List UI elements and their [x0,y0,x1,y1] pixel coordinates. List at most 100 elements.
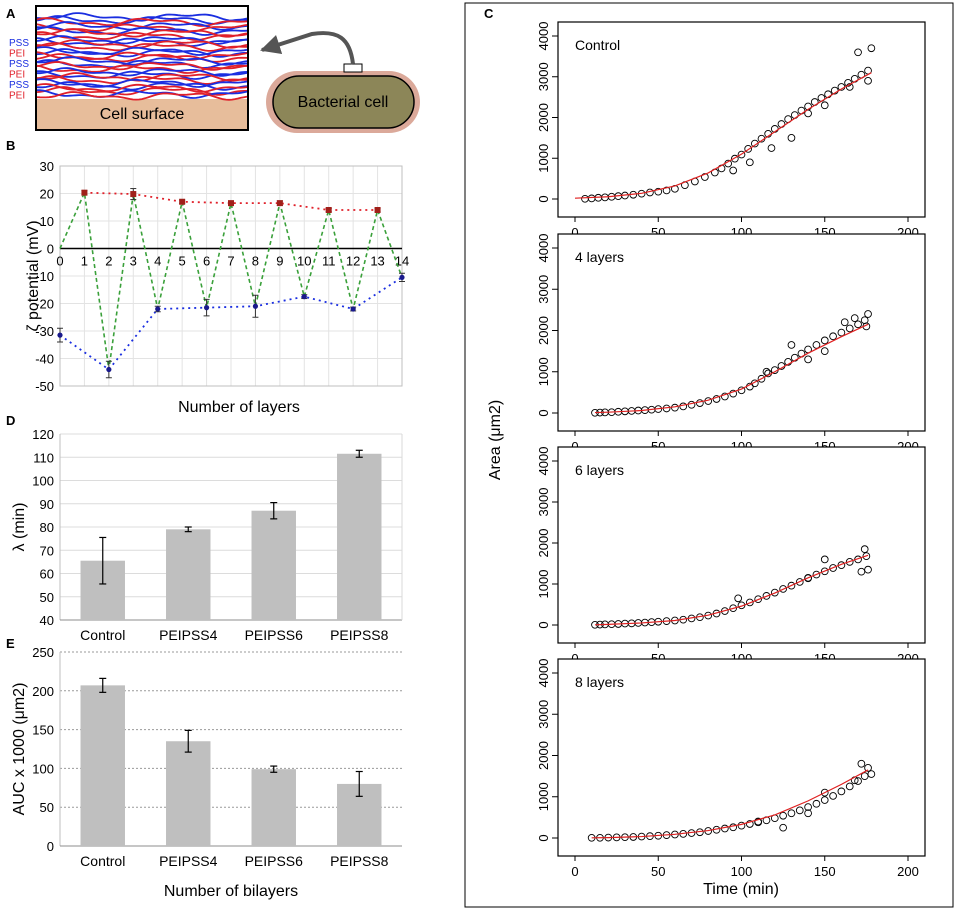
fit-curve [594,554,869,626]
bar [80,685,125,846]
scatter-point [757,374,766,383]
panel-c-border [464,2,954,908]
subplot-frame [557,233,926,432]
data-point-pss [399,274,405,280]
scatter-point [729,166,738,175]
cell-surface-block [37,99,247,129]
bar [337,453,382,620]
x-tick-label: 0 [56,254,63,269]
scatter-point [854,320,862,329]
y-tick-label: 90 [40,497,54,512]
scatter-point [729,604,738,613]
subplot-label: 8 layers [575,674,624,690]
data-point-pss [155,306,161,312]
scatter-point [745,158,754,167]
scatter-point [787,581,796,590]
y-tick-label: 0 [536,195,551,202]
scatter-point [862,552,871,560]
scatter-point [867,770,876,778]
scatter-point [854,777,862,785]
x-tick-label: 0 [571,864,578,879]
scatter-point [829,792,837,800]
panel-letter-a: A [6,6,16,21]
x-tick-label: 12 [346,254,360,269]
x-axis-label: Time (min) [703,881,779,898]
subplot-label: 4 layers [575,249,624,265]
scatter-point [754,817,763,826]
wave-pss [36,78,248,88]
layer-label: PSS [9,59,29,70]
wave-pei [36,42,247,52]
data-point-pei [81,189,88,196]
scatter-point [864,76,872,85]
data-point-pss [57,332,63,338]
y-tick-label: 50 [40,590,54,605]
y-tick-label: 4000 [536,234,551,263]
wave-pss [36,81,248,91]
scatter-point [730,154,739,163]
x-tick-label: 13 [370,254,384,269]
scatter-point [767,144,776,152]
series-line-zigzag [59,189,403,370]
layer-label: PSS [9,38,29,49]
category-label: PEIPSS4 [159,853,218,869]
category-label: PEIPSS8 [330,853,389,869]
scatter-point [745,820,754,828]
x-axis-label: Number of layers [178,399,300,416]
y-tick-label: 0 [536,621,551,628]
y-tick-label: 4000 [536,22,551,51]
scatter-point [812,341,821,349]
category-label: Control [80,853,125,869]
layer-label: PEI [9,91,25,102]
subplot-frame [557,21,926,218]
y-tick-label: 3000 [536,62,551,91]
scatter-point [804,803,812,811]
scatter-point [662,186,671,195]
y-tick-label: 250 [32,645,54,660]
y-tick-label: 10 [40,214,54,229]
scatter-point [820,101,829,110]
scatter-point [864,764,872,772]
y-tick-label: 30 [40,159,54,174]
scatter-point [779,823,787,832]
y-tick-label: 2000 [536,103,551,132]
y-tick-label: 150 [32,723,54,738]
y-tick-label: -30 [35,324,54,339]
y-tick-label: 3000 [536,700,551,729]
fit-curve [574,72,872,199]
data-point-pei [228,200,234,207]
subplot-frame [557,658,926,857]
x-tick-label: 6 [203,254,210,269]
scatter-point [820,567,829,576]
y-tick-label: 1000 [536,782,551,811]
data-point-pss [350,306,356,312]
y-tick-label: 2000 [536,529,551,558]
y-tick-label: 0 [47,242,54,257]
wave-pei [36,83,248,93]
x-tick-label: 4 [154,254,161,269]
x-tick-label: 8 [252,254,259,269]
category-label: PEIPSS6 [245,853,304,869]
x-tick-label: 9 [276,254,283,269]
scatter-point [864,565,872,574]
x-tick-label: 200 [897,864,919,879]
panel-letter-d: D [6,413,15,428]
y-axis-label: Area (μm2) [487,400,504,480]
zoom-arrow [260,31,355,65]
y-axis-label: λ (min) [11,503,28,552]
y-tick-label: 1000 [536,570,551,599]
wave-pss [36,89,248,99]
x-tick-label: 11 [322,254,336,269]
x-tick-label: 5 [179,254,186,269]
bar [251,510,296,620]
scatter-point [820,336,829,345]
scatter-point [737,150,746,159]
x-tick-label: 1 [81,254,88,269]
x-tick-label: 100 [731,864,753,879]
category-label: PEIPSS6 [245,627,304,643]
panel-c: C Control 0 1000 2000 3000 4000 0 50 100 150 200 4 … [464,2,954,908]
y-tick-label: 60 [40,567,54,582]
